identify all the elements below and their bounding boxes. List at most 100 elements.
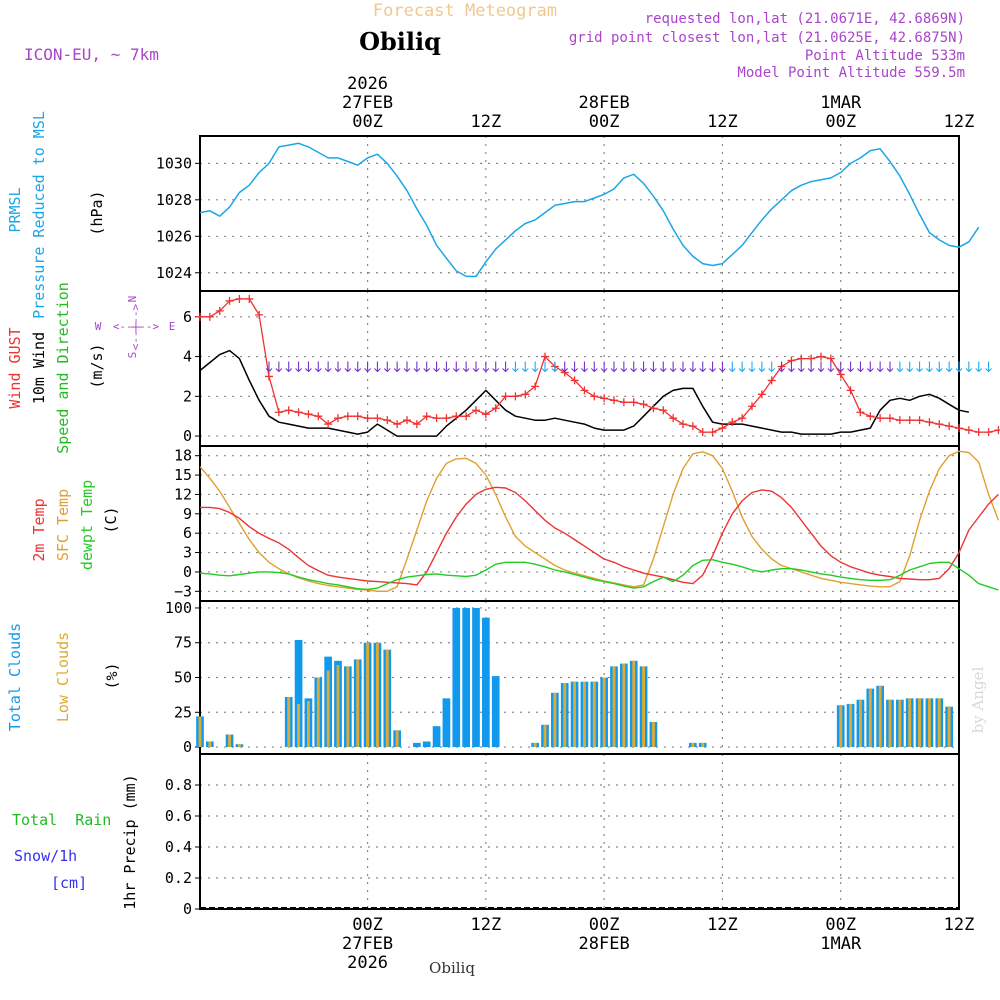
bottom-time-label: 00Z [589, 915, 620, 935]
gust-marker [452, 412, 461, 421]
wind-direction-arrow [413, 361, 421, 373]
gust-marker [334, 414, 342, 423]
model-label: ICON-EU, ~ 7km [24, 45, 159, 64]
gust-marker [442, 414, 451, 423]
low-cloud-bar [612, 666, 616, 748]
wind-direction-arrow [610, 361, 618, 373]
gust-marker [807, 354, 816, 363]
low-cloud-bar [632, 660, 636, 748]
low-cloud-bar [316, 677, 320, 748]
wind-direction-arrow [965, 361, 973, 373]
wind-direction-arrow [768, 361, 776, 373]
gust-marker [669, 414, 678, 423]
gust-marker [718, 424, 727, 433]
y-tick-label: 0.8 [165, 776, 192, 794]
compass-north: N [126, 296, 139, 303]
total-cloud-bar [491, 676, 500, 748]
wind-direction-arrow [817, 361, 825, 373]
gust-marker [994, 426, 1000, 435]
cloud-unit: (%) [103, 662, 121, 689]
y-tick-label: 15 [174, 466, 192, 484]
low-cloud-bar [533, 742, 537, 748]
low-cloud-bar [395, 730, 399, 748]
gust-marker [284, 406, 293, 415]
y-tick-label: 6 [183, 524, 192, 542]
requested-coords: requested lon,lat (21.0671E, 42.6869N) [645, 11, 965, 27]
wind-direction-arrow [521, 361, 529, 373]
wind-direction-arrow [945, 361, 953, 373]
bottom-time-label: 12Z [470, 915, 501, 935]
gust-marker [964, 426, 973, 435]
wind-speed-dir-label: Speed and Direction [54, 282, 72, 454]
y-tick-label: 25 [174, 703, 192, 721]
wind-direction-arrow [669, 361, 677, 373]
pressure-panel-border [199, 135, 960, 292]
gust-marker [797, 354, 806, 363]
cloud-panel-labels: Total Clouds Low Clouds (%) [6, 623, 121, 731]
gust-marker [915, 416, 924, 425]
low-cloud-bar [898, 699, 902, 748]
low-cloud-bar [336, 664, 340, 748]
sfc-temp-label: SFC Temp [54, 489, 72, 561]
temperature-series [199, 450, 1000, 592]
gust-marker [570, 376, 579, 385]
bottom-time-label: 1MAR [820, 934, 862, 954]
top-time-label: 00Z [352, 112, 383, 132]
dewpt-line [199, 559, 999, 591]
y-tick-label: 100 [165, 599, 192, 617]
wind-direction-arrow [758, 361, 766, 373]
wind-direction-arrow [857, 361, 864, 373]
wind-direction-arrow [324, 361, 332, 373]
snow-label: Snow/1h [14, 847, 77, 865]
gust-marker [580, 386, 589, 395]
top-time-label: 27FEB [342, 93, 393, 113]
gust-marker [708, 428, 717, 437]
wind-direction-arrow [561, 361, 569, 373]
gust-marker [679, 420, 687, 429]
low-cloud-bar [287, 696, 291, 748]
wind-direction-arrow [689, 361, 697, 373]
gust-marker [324, 420, 333, 429]
y-tick-label: 2 [183, 387, 192, 405]
low-cloud-bar [553, 692, 557, 748]
wind-direction-arrow [876, 361, 884, 373]
t2m-label: 2m Temp [30, 498, 48, 561]
low-cloud-bar [563, 683, 567, 748]
gust-marker [984, 428, 993, 437]
compass-east: E [169, 320, 176, 333]
wind-direction-arrow [935, 361, 943, 373]
wind-direction-arrow [571, 361, 578, 373]
gust-marker [856, 408, 865, 417]
wind-direction-arrow [344, 361, 352, 373]
gust-marker [767, 376, 776, 385]
wind-gust-line [200, 298, 999, 433]
gust-marker [432, 414, 441, 423]
wind-direction-arrow [502, 361, 509, 373]
wind-direction-arrow [847, 361, 854, 373]
gust-marker [412, 420, 421, 429]
wind-direction-arrow [443, 361, 450, 373]
wind-direction-arrow [452, 361, 460, 373]
gust-marker [294, 408, 303, 417]
point-altitude: Point Altitude 533m [805, 48, 965, 64]
pressure-unit: (hPa) [88, 190, 106, 235]
wind-panel-labels: Wind GUST 10m Wind Speed and Direction (… [6, 282, 175, 454]
low-cloud-bar [385, 649, 389, 748]
prmsl-label: PRMSL [6, 187, 24, 232]
wind-direction-arrow [748, 361, 756, 373]
total-cloud-bar [452, 607, 461, 748]
wind-direction-arrow [719, 361, 726, 373]
y-tick-label: 1028 [156, 191, 192, 209]
wind-unit: (m/s) [88, 343, 106, 388]
pressure-reduced-label: Pressure Reduced to MSL [30, 111, 48, 319]
footer-location: Obiliq [429, 959, 475, 977]
gust-marker [945, 422, 954, 431]
wind-direction-arrow [738, 361, 746, 373]
total-cloud-bar [432, 726, 441, 748]
low-cloud-bar [849, 703, 853, 748]
temp-unit: (C) [102, 506, 120, 533]
wind-direction-arrow [906, 361, 914, 373]
wind-direction-arrow [797, 361, 805, 373]
wind-direction-arrow [275, 361, 283, 373]
y-tick-label: 50 [174, 669, 192, 687]
